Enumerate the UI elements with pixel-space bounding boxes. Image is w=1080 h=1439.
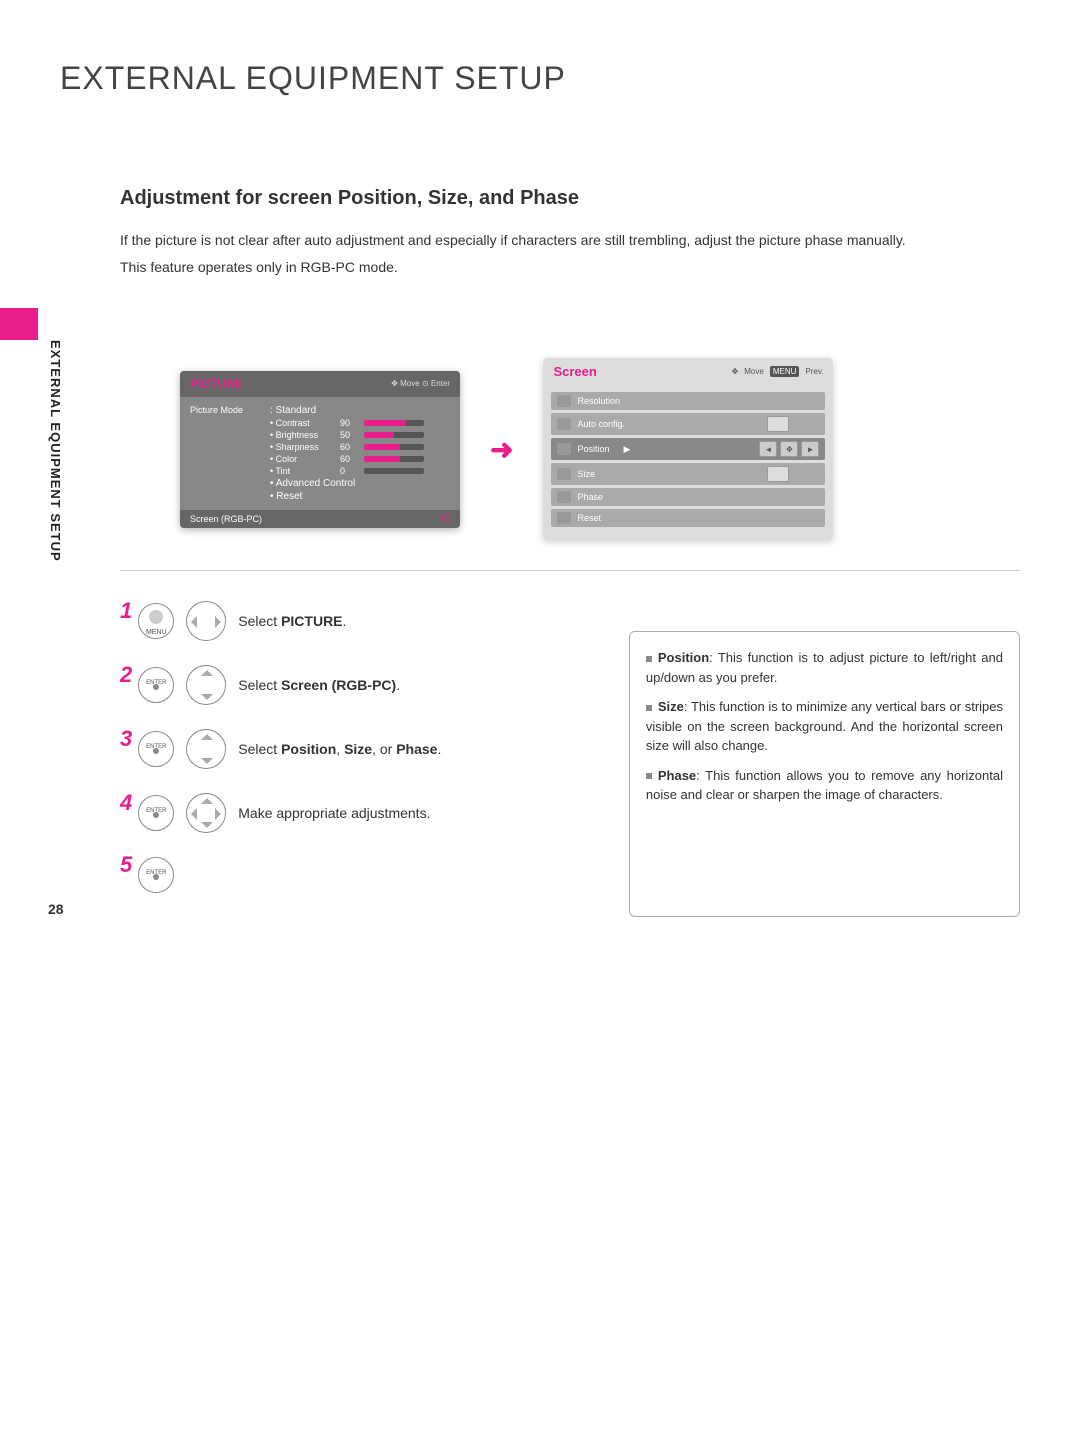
tint-value: 0 bbox=[340, 466, 360, 476]
dpad-lr-icon bbox=[186, 601, 226, 641]
picture-menu-title: PICTURE bbox=[190, 377, 243, 391]
dpad-ud-icon-2 bbox=[186, 729, 226, 769]
sharpness-bar bbox=[364, 444, 424, 450]
info-position: Position: This function is to adjust pic… bbox=[646, 648, 1003, 687]
menu-button-icon: MENU bbox=[138, 603, 174, 639]
info-size: Size: This function is to minimize any v… bbox=[646, 697, 1003, 756]
arrow-right-icon: ➜ bbox=[490, 433, 513, 466]
step-3-num: 3 bbox=[120, 726, 132, 752]
enter-button-icon-4: ENTER bbox=[138, 857, 174, 893]
size-item: Size bbox=[551, 463, 825, 485]
picture-menu-nav: ✥ Move ⊙ Enter bbox=[391, 379, 450, 388]
picture-mode-value: : Standard bbox=[270, 405, 316, 416]
step-4-num: 4 bbox=[120, 790, 132, 816]
tint-bar bbox=[364, 468, 424, 474]
contrast-value: 90 bbox=[340, 418, 360, 428]
step-2-text: Select Screen (RGB-PC). bbox=[238, 677, 400, 693]
brightness-value: 50 bbox=[340, 430, 360, 440]
page-title: EXTERNAL EQUIPMENT SETUP bbox=[60, 60, 1020, 97]
enter-button-icon-3: ENTER bbox=[138, 795, 174, 831]
enter-icon bbox=[442, 514, 450, 522]
step-2-num: 2 bbox=[120, 662, 132, 688]
brightness-bar bbox=[364, 432, 424, 438]
brightness-label: • Brightness bbox=[270, 430, 340, 440]
dpad-full-icon bbox=[186, 793, 226, 833]
reset-screen-item: Reset bbox=[551, 509, 825, 527]
color-value: 60 bbox=[340, 454, 360, 464]
tint-label: • Tint bbox=[270, 466, 340, 476]
info-phase: Phase: This function allows you to remov… bbox=[646, 766, 1003, 805]
step-3-text: Select Position, Size, or Phase. bbox=[238, 741, 441, 757]
side-label: EXTERNAL EQUIPMENT SETUP bbox=[48, 340, 63, 562]
step-1-num: 1 bbox=[120, 598, 132, 624]
dpad-ud-icon bbox=[186, 665, 226, 705]
picture-mode-label: Picture Mode bbox=[190, 405, 270, 415]
color-label: • Color bbox=[270, 454, 340, 464]
position-item: Position ▶ ◄ ✥ ► bbox=[551, 438, 825, 460]
screen-rgb-pc: Screen (RGB-PC) bbox=[190, 514, 262, 524]
page-number: 28 bbox=[48, 901, 64, 917]
phase-item: Phase bbox=[551, 488, 825, 506]
sharpness-label: • Sharpness bbox=[270, 442, 340, 452]
screen-menu: Screen ✥Move MENUPrev. Resolution Auto c… bbox=[543, 358, 833, 540]
pos-left-btn: ◄ bbox=[759, 441, 777, 457]
picture-menu: PICTURE ✥ Move ⊙ Enter Picture Mode : St… bbox=[180, 371, 460, 528]
enter-button-icon-2: ENTER bbox=[138, 731, 174, 767]
resolution-item: Resolution bbox=[551, 392, 825, 410]
contrast-bar bbox=[364, 420, 424, 426]
step-4-text: Make appropriate adjustments. bbox=[238, 805, 430, 821]
pos-right-btn: ► bbox=[801, 441, 819, 457]
pos-cross-btn: ✥ bbox=[780, 441, 798, 457]
screen-menu-nav: ✥Move MENUPrev. bbox=[732, 366, 824, 377]
section-tab bbox=[0, 308, 38, 340]
sharpness-value: 60 bbox=[340, 442, 360, 452]
info-box: Position: This function is to adjust pic… bbox=[629, 631, 1020, 917]
enter-button-icon: ENTER bbox=[138, 667, 174, 703]
section-title: Adjustment for screen Position, Size, an… bbox=[120, 187, 1020, 210]
autoconfig-item: Auto config. bbox=[551, 413, 825, 435]
reset-item: • Reset bbox=[270, 491, 302, 502]
screen-menu-title: Screen bbox=[553, 364, 596, 379]
step-5-num: 5 bbox=[120, 852, 132, 878]
advanced-control: • Advanced Control bbox=[270, 478, 355, 489]
intro-text-1: If the picture is not clear after auto a… bbox=[120, 230, 1020, 251]
color-bar bbox=[364, 456, 424, 462]
contrast-label: • Contrast bbox=[270, 418, 340, 428]
intro-text-2: This feature operates only in RGB-PC mod… bbox=[120, 257, 1020, 278]
step-1-text: Select PICTURE. bbox=[238, 613, 346, 629]
divider bbox=[120, 570, 1020, 571]
